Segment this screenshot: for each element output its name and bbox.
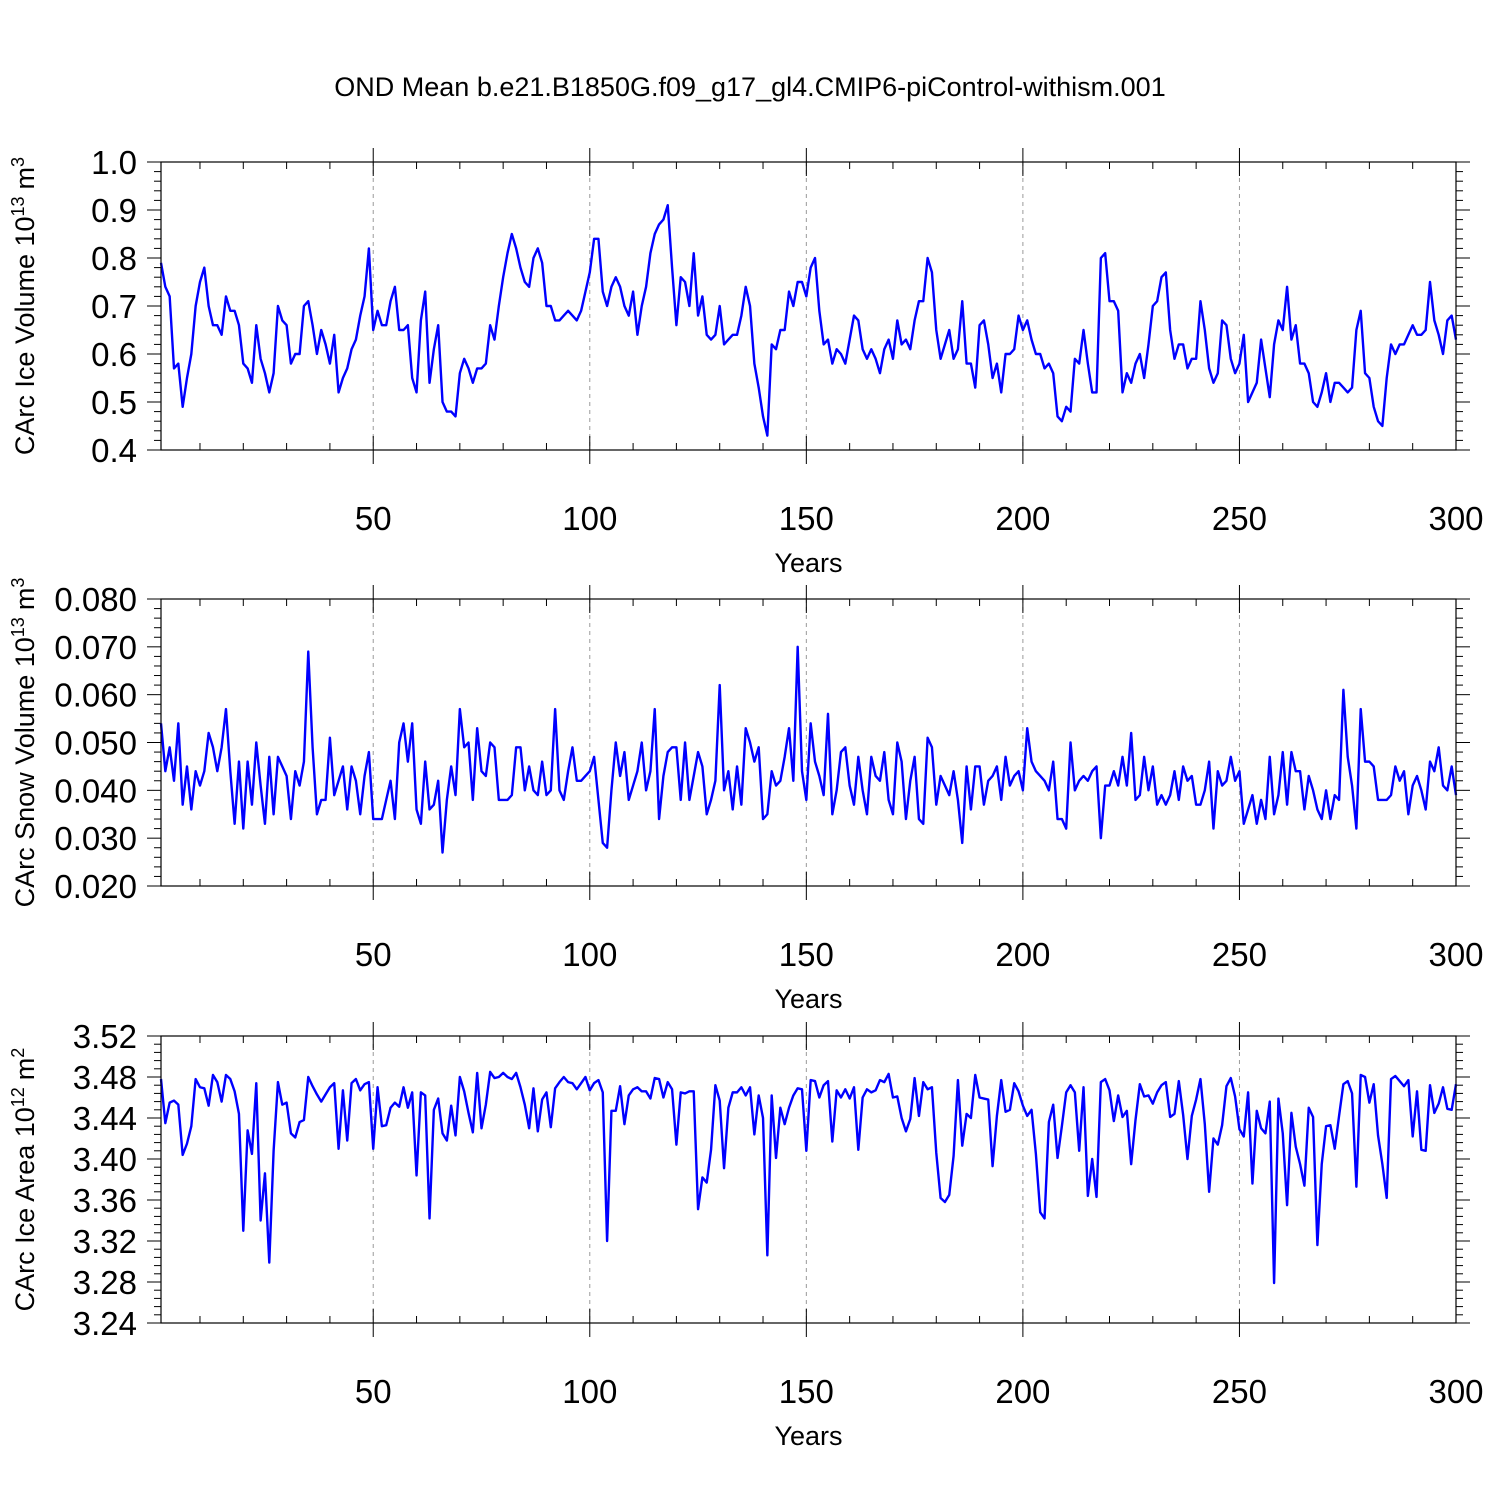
x-tick-label: 200 (995, 1373, 1050, 1410)
x-axis-label: Years (774, 1421, 842, 1451)
x-tick-label: 250 (1212, 500, 1267, 537)
y-tick-label: 0.6 (91, 336, 137, 373)
x-tick-label: 200 (995, 500, 1050, 537)
y-axis-label-text: m (10, 588, 40, 611)
y-axis-label: CArc Ice Volume 1013 m3 (8, 157, 40, 455)
y-axis-label: CArc Snow Volume 1013 m3 (8, 578, 40, 908)
panel-1: 0.4 0.5 0.6 0.7 0.8 0.9 1.0 50 100 150 200 250 300 Ye… (8, 144, 1484, 578)
x-tick-label: 50 (355, 1373, 392, 1410)
y-axis-label-exponent: 13 (8, 196, 28, 216)
x-tick-label: 250 (1212, 1373, 1267, 1410)
series-line-carc-ice-volume (159, 203, 1458, 437)
y-tick-label: 0.030 (54, 820, 137, 857)
chart-title: OND Mean b.e21.B1850G.f09_g17_gl4.CMIP6-… (334, 72, 1166, 102)
y-axis-label-text: CArc Ice Volume 10 (10, 216, 40, 455)
y-axis-label: CArc Ice Area 1012 m2 (8, 1048, 40, 1312)
y-tick-label: 0.080 (54, 581, 137, 618)
y-tick-label: 3.52 (73, 1018, 137, 1055)
x-tick-label: 300 (1428, 500, 1483, 537)
x-tick-label: 50 (355, 936, 392, 973)
y-tick-label: 0.9 (91, 192, 137, 229)
plot-frame (160, 161, 1457, 451)
y-tick-label: 0.4 (91, 432, 137, 469)
y-axis-label-exponent: 13 (8, 617, 28, 637)
y-tick-label: 3.36 (73, 1182, 137, 1219)
y-tick-label: 3.24 (73, 1305, 137, 1342)
x-tick-label: 250 (1212, 936, 1267, 973)
x-tick-label: 150 (779, 1373, 834, 1410)
y-axis-label-exponent: 12 (8, 1087, 28, 1107)
y-axis-label-text: CArc Ice Area 10 (10, 1107, 40, 1311)
x-tick-label: 100 (562, 936, 617, 973)
x-axis-label: Years (774, 548, 842, 578)
x-axis-label: Years (774, 984, 842, 1014)
y-tick-label: 3.28 (73, 1264, 137, 1301)
x-tick-label: 300 (1428, 1373, 1483, 1410)
x-tick-label: 50 (355, 500, 392, 537)
y-tick-label: 0.7 (91, 288, 137, 325)
y-tick-label: 0.050 (54, 725, 137, 762)
y-axis-label-text: CArc Snow Volume 10 (10, 637, 40, 907)
y-tick-label: 1.0 (91, 144, 137, 181)
series-line-carc-snow-volume (159, 645, 1458, 854)
y-axis-label-exponent: 2 (8, 1048, 28, 1058)
plot-frame (160, 1035, 1457, 1324)
plot-frame (160, 598, 1457, 887)
y-tick-label: 0.070 (54, 629, 137, 666)
y-axis-label-text: m (10, 167, 40, 190)
y-tick-label: 3.32 (73, 1223, 137, 1260)
y-axis-label-exponent: 3 (8, 157, 28, 167)
y-axis-label-text: m (10, 1058, 40, 1081)
panel-2: 0.020 0.030 0.040 0.050 0.060 0.070 0.080 50 100… (8, 578, 1484, 1014)
y-tick-label: 0.5 (91, 384, 137, 421)
y-tick-label: 0.060 (54, 677, 137, 714)
x-tick-label: 100 (562, 500, 617, 537)
x-tick-label: 150 (779, 500, 834, 537)
y-tick-label: 3.44 (73, 1100, 137, 1137)
series-line-carc-ice-area (159, 1070, 1458, 1285)
y-tick-label: 3.48 (73, 1059, 137, 1096)
x-tick-label: 100 (562, 1373, 617, 1410)
x-tick-label: 300 (1428, 936, 1483, 973)
panel-3: 3.24 3.28 3.32 3.36 3.40 3.44 3.48 3.52 50 100 150… (8, 1018, 1484, 1451)
x-tick-label: 150 (779, 936, 834, 973)
y-tick-label: 0.020 (54, 868, 137, 905)
y-tick-label: 3.40 (73, 1141, 137, 1178)
y-tick-label: 0.8 (91, 240, 137, 277)
y-tick-label: 0.040 (54, 772, 137, 809)
y-axis-label-exponent: 3 (8, 578, 28, 588)
x-tick-label: 200 (995, 936, 1050, 973)
